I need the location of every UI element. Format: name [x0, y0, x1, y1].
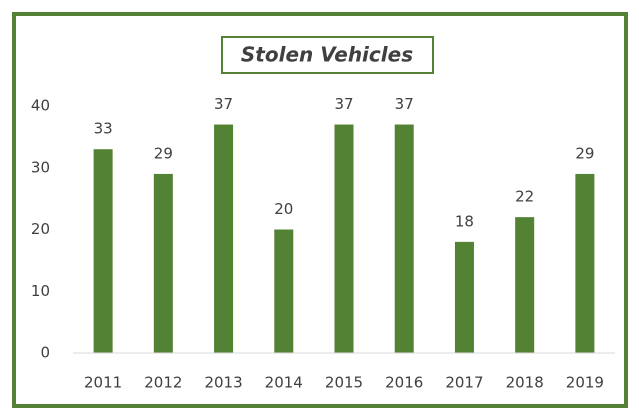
data-label: 29 [154, 144, 173, 162]
y-tick-label: 10 [31, 282, 50, 300]
data-label: 33 [94, 120, 113, 138]
bar [454, 241, 474, 353]
chart-title: Stolen Vehicles [241, 43, 413, 67]
x-tick-label: 2015 [325, 374, 363, 392]
bar [515, 217, 535, 353]
data-label: 29 [575, 144, 594, 162]
data-label: 37 [395, 95, 414, 113]
bar [394, 124, 414, 354]
y-tick-label: 20 [31, 220, 50, 238]
x-tick-label: 2013 [204, 374, 242, 392]
y-tick-label: 40 [31, 97, 50, 115]
bar [274, 229, 294, 353]
x-tick-label: 2016 [385, 374, 423, 392]
x-tick-label: 2018 [506, 374, 544, 392]
bar [334, 124, 354, 354]
y-tick-label: 0 [40, 344, 50, 362]
x-tick-label: 2019 [566, 374, 604, 392]
data-label: 37 [334, 95, 353, 113]
x-tick-label: 2011 [84, 374, 122, 392]
data-label: 20 [274, 200, 293, 218]
bar [93, 149, 113, 353]
data-label: 18 [455, 212, 474, 230]
bar [575, 173, 595, 353]
data-label: 22 [515, 188, 534, 206]
bar [153, 173, 173, 353]
x-tick-label: 2017 [445, 374, 483, 392]
y-tick-label: 30 [31, 158, 50, 176]
x-tick-label: 2014 [265, 374, 303, 392]
bar [214, 124, 234, 354]
title-box [221, 36, 434, 74]
x-tick-label: 2012 [144, 374, 182, 392]
data-label: 37 [214, 95, 233, 113]
